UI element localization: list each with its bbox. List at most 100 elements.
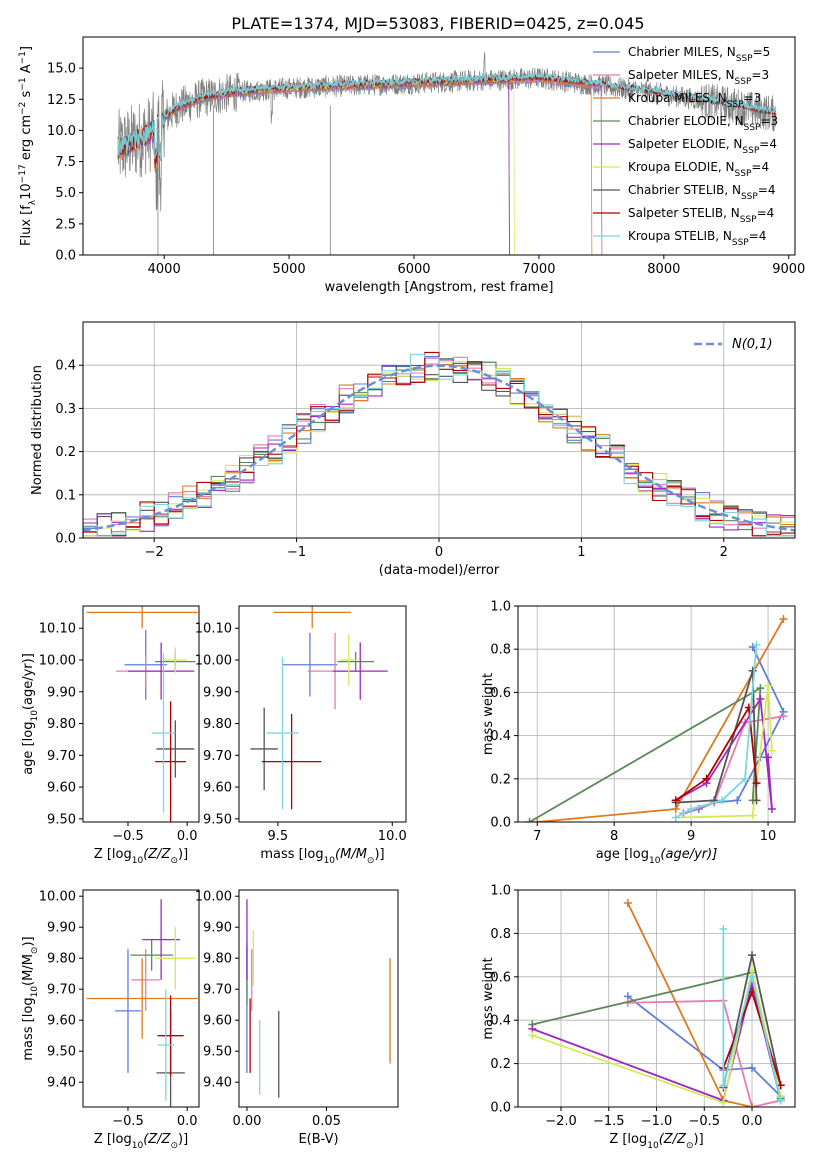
model-spectrum-line	[117, 72, 777, 159]
x-tick-label: 10.0	[378, 829, 407, 844]
error-bar-point	[114, 948, 141, 1073]
error-bar-point	[337, 652, 374, 672]
y-tick-label: 0.1	[55, 488, 76, 503]
age-vs-z-panel-xlabel-part: 10	[132, 856, 144, 866]
error-bar-point	[266, 656, 299, 810]
mass-weight-vs-age-panel-xlabel-part: (age/yr)]	[660, 847, 717, 862]
y-tick-label: 5.0	[55, 186, 76, 201]
y-tick-label: 0.8	[490, 643, 511, 658]
spectrum-panel-ylabel-part: ]	[19, 46, 34, 51]
legend-entry-part: SSP	[735, 169, 752, 179]
mass-weight-marker	[719, 925, 728, 934]
mass-weight-vs-z-panel-ylabel: mass weight	[481, 957, 496, 1039]
y-tick-label: 9.70	[203, 983, 232, 998]
error-bar-point	[339, 634, 358, 686]
legend-entry-part: =4	[757, 206, 775, 220]
legend-entry: Salpeter STELIB, NSSP=4	[628, 206, 774, 225]
age-vs-z-panel-xlabel-part: )]	[178, 847, 188, 862]
x-tick-label: −0.5	[112, 1114, 144, 1129]
mass-weight-series	[627, 995, 782, 1097]
y-tick-label: 9.60	[47, 1014, 76, 1029]
spectrum-panel-ylabel: Flux [fλ10−17 erg cm−2 s−1 A−1]	[18, 46, 38, 246]
x-tick-label: −1.5	[593, 1114, 625, 1129]
mass-weight-vs-z-panel-xlabel-part: Z [log	[609, 1132, 647, 1147]
mass-vs-ebv-panel-xlabel: E(B-V)	[298, 1132, 338, 1147]
x-tick-label: −1.0	[641, 1114, 673, 1129]
age-vs-mass-panel-xlabel-part: ⊙	[367, 856, 375, 866]
mass-vs-ebv-panel-frame	[238, 889, 399, 1108]
mass-weight-series	[532, 970, 782, 1104]
normal-legend-label: N(0,1)	[732, 337, 773, 352]
mass-weight-marker	[764, 753, 773, 762]
legend-entry-part: SSP	[740, 215, 757, 225]
mass-weight-marker	[528, 1031, 537, 1040]
age-vs-mass-panel-plot-area	[250, 606, 388, 810]
legend-entry-part: SSP	[732, 238, 749, 248]
legend-entry-part: Kroupa MILES, N	[628, 91, 727, 105]
x-tick-label: 7000	[522, 262, 555, 277]
legend-entry-part: SSP	[736, 54, 753, 64]
x-tick-label: 8	[610, 829, 618, 844]
legend-entry: Kroupa STELIB, NSSP=4	[628, 229, 766, 248]
legend-entry-part: Chabrier ELODIE, N	[628, 114, 744, 128]
mass-weight-vs-age-panel-plot-area	[525, 614, 788, 822]
spectrum-panel-ylabel-part: 10	[19, 183, 34, 200]
x-tick-label: 9.5	[268, 829, 289, 844]
x-tick-label: 0.0	[177, 829, 198, 844]
spectrum-panel-plot-area	[117, 52, 777, 255]
x-tick-label: 10	[760, 829, 777, 844]
normal-reference-curve	[83, 364, 795, 532]
legend-entry-part: Chabrier STELIB, N	[628, 183, 741, 197]
x-tick-label: 1	[577, 545, 585, 560]
legend-entry-part: Kroupa STELIB, N	[628, 229, 732, 243]
mass-weight-marker	[671, 813, 680, 822]
mass-weight-vs-age-panel-xlabel: age [log10(age/yr)]	[596, 847, 718, 866]
y-tick-label: 10.00	[195, 890, 232, 905]
legend-entry-part: SSP	[727, 100, 744, 110]
mass-weight-marker	[748, 951, 757, 960]
y-tick-label: 9.80	[203, 952, 232, 967]
mass-vs-z-panel-xlabel-part: ⊙	[170, 1141, 178, 1151]
mass-weight-marker	[748, 666, 757, 675]
legend-entry-part: Salpeter STELIB, N	[628, 206, 740, 220]
mass-weight-series	[675, 704, 758, 802]
mass-weight-marker	[776, 1096, 785, 1105]
mass-vs-z-panel-xlabel: Z [log10(Z/Z⊙)]	[94, 1132, 188, 1151]
legend-entry: Kroupa MILES, NSSP=3	[628, 91, 761, 110]
legend-entry-part: =3	[744, 91, 762, 105]
legend-entry-part: SSP	[742, 146, 759, 156]
spectrum-panel-ylabel-part: s	[19, 90, 34, 101]
spectrum-panel-ylabel-part: −1	[18, 77, 28, 90]
y-tick-label: 10.00	[39, 654, 76, 669]
error-bar-point	[130, 939, 173, 971]
mass-weight-vs-z-panel-xlabel-part: (Z/Z	[659, 1132, 687, 1147]
y-tick-label: 9.60	[203, 781, 232, 796]
x-tick-label: 8000	[647, 262, 680, 277]
x-tick-label: −1	[287, 545, 306, 560]
x-tick-label: 6000	[397, 262, 430, 277]
mass-weight-series	[675, 696, 773, 810]
y-tick-label: 9.80	[203, 717, 232, 732]
y-tick-label: 2.5	[55, 217, 76, 232]
legend-entry-part: Kroupa ELODIE, N	[628, 160, 735, 174]
age-vs-z-panel-xlabel-part: ⊙	[170, 856, 178, 866]
mass-vs-z-panel-xlabel-part: Z [log	[94, 1132, 132, 1147]
y-tick-label: 0.0	[55, 249, 76, 264]
error-bar-point	[127, 642, 195, 700]
x-tick-label: −2.0	[545, 1114, 577, 1129]
y-tick-label: 0.4	[490, 729, 511, 744]
mass-vs-z-panel-ylabel-part: ⊙	[30, 947, 40, 955]
x-tick-label: 9	[687, 829, 695, 844]
y-tick-label: 0.2	[55, 445, 76, 460]
y-tick-label: 9.80	[47, 952, 76, 967]
legend-entry-part: SSP	[744, 123, 761, 133]
mass-vs-z-panel-ylabel-part: )]	[21, 936, 36, 946]
y-tick-label: 10.10	[39, 622, 76, 637]
mass-vs-z-panel-ylabel: mass [log10(M/M⊙)]	[21, 936, 40, 1060]
mass-weight-series	[675, 670, 758, 804]
mass-weight-marker	[748, 972, 757, 981]
legend-entry-part: =4	[751, 160, 769, 174]
legend-entry-part: =3	[751, 68, 769, 82]
